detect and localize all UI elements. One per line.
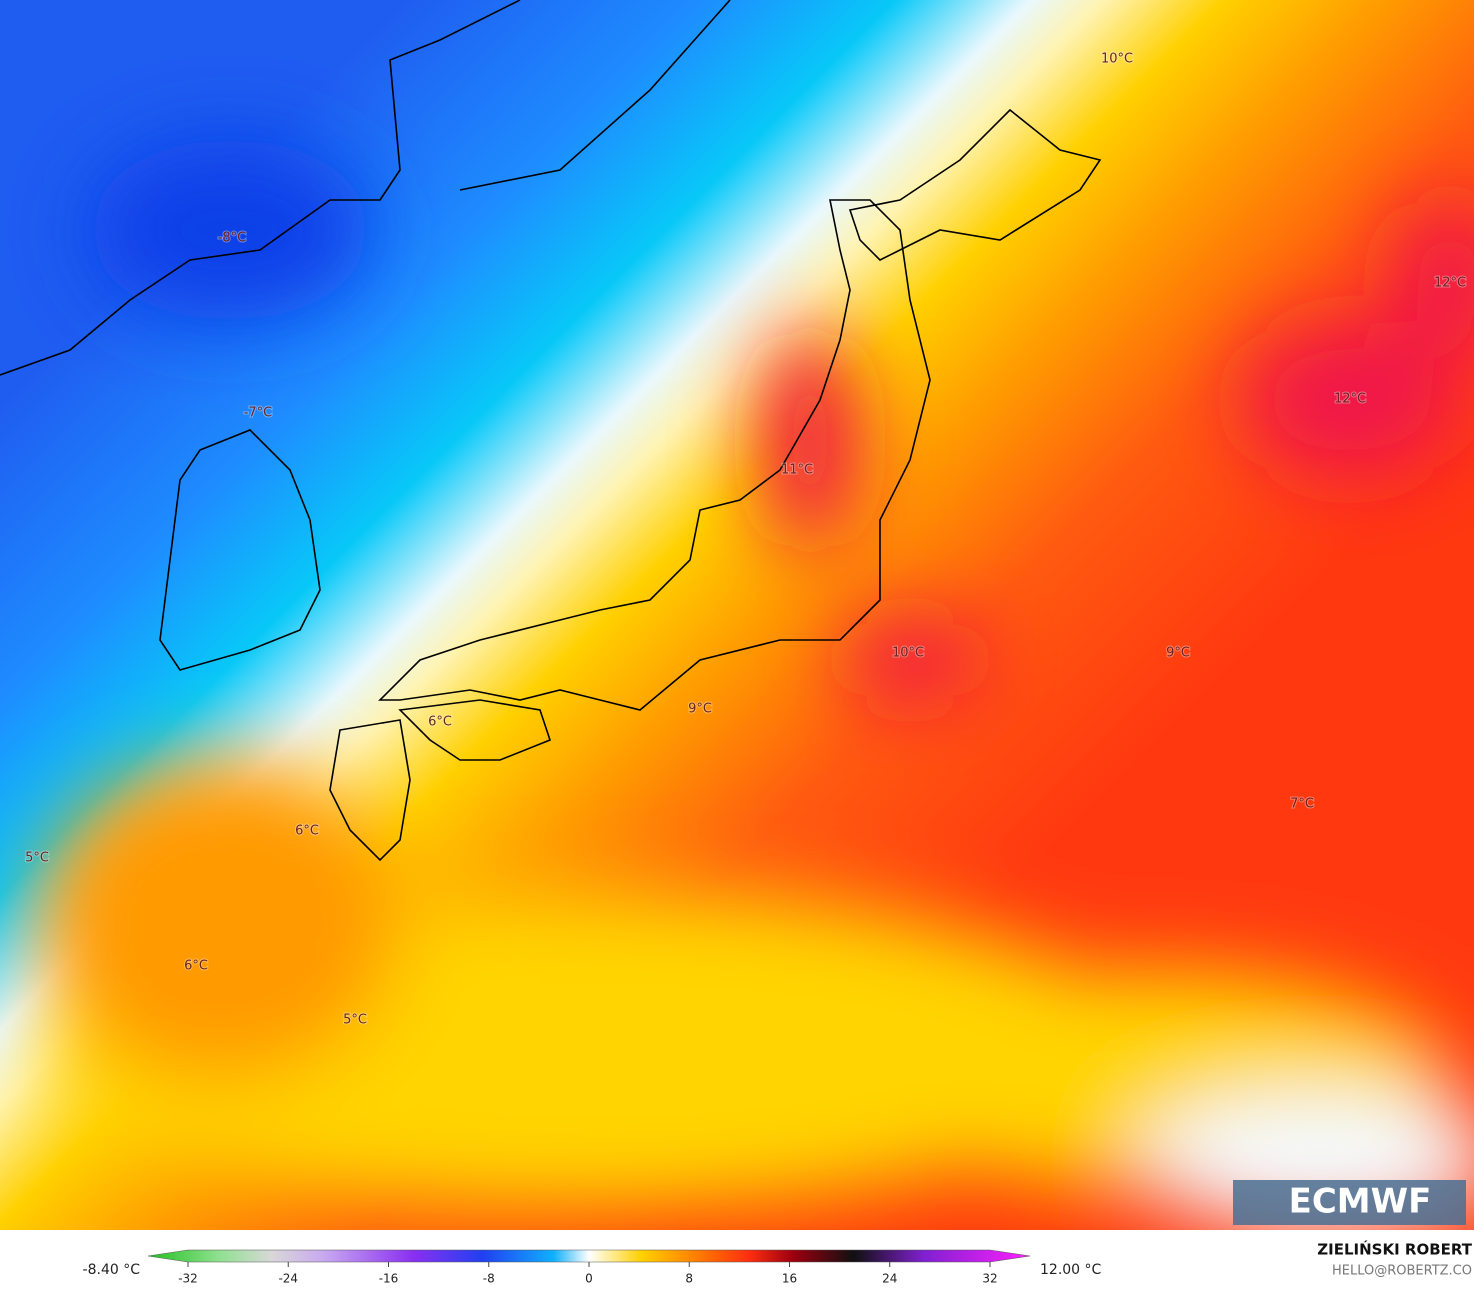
- coastlines: [0, 0, 1102, 862]
- colorbar-tick-label: 16: [782, 1272, 797, 1286]
- temperature-label: 11°C: [781, 463, 813, 478]
- colorbar-tick-label: -24: [278, 1272, 298, 1286]
- author-name: ZIELIŃSKI ROBERT: [1317, 1240, 1472, 1259]
- temperature-label: 5°C: [25, 851, 49, 866]
- temperature-label: 6°C: [184, 959, 208, 974]
- author-email: HELLO@ROBERTZ.CO: [1332, 1264, 1472, 1279]
- logo-text: ECMWF: [1289, 1182, 1432, 1222]
- colorbar-tick-label: 0: [585, 1272, 593, 1286]
- temperature-label: 10°C: [892, 646, 924, 661]
- temperature-label: 10°C: [1101, 52, 1133, 67]
- colorbar-tick-label: 32: [982, 1272, 997, 1286]
- colorbar-tick-label: 8: [685, 1272, 693, 1286]
- colorbar-tick-label: -32: [178, 1272, 198, 1286]
- colorbar: [147, 1249, 1031, 1263]
- colorbar-tick-label: -8: [483, 1272, 495, 1286]
- logo-box: [1233, 1180, 1466, 1225]
- temperature-label: 12°C: [1434, 276, 1466, 291]
- temperature-label: 6°C: [295, 824, 319, 839]
- colorbar-tick-label: 24: [882, 1272, 897, 1286]
- temperature-label: 9°C: [1166, 646, 1190, 661]
- temperature-label: 9°C: [688, 702, 712, 717]
- colorbar-tick-label: -16: [379, 1272, 399, 1286]
- temperature-label: 7°C: [1290, 797, 1314, 812]
- temperature-label: -8°C: [218, 231, 247, 246]
- temperature-label: -7°C: [244, 406, 273, 421]
- temperature-label: 5°C: [343, 1013, 367, 1028]
- temperature-blobs: [40, 140, 1474, 1230]
- temperature-label: 6°C: [428, 715, 452, 730]
- temperature-label: 12°C: [1334, 392, 1366, 407]
- legend-min: -8.40 °C: [83, 1262, 141, 1278]
- legend-max: 12.00 °C: [1040, 1262, 1102, 1278]
